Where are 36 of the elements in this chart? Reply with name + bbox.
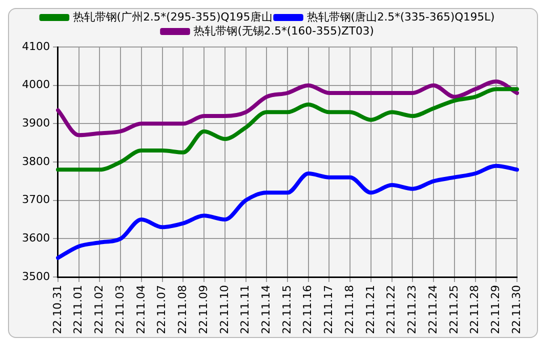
x-tick-label: 22.11.23 bbox=[406, 285, 419, 334]
y-tick-label: 4100 bbox=[22, 40, 50, 53]
x-tick-label: 22.11.30 bbox=[510, 285, 523, 334]
y-tick-label: 3500 bbox=[22, 270, 50, 283]
x-tick-label: 22.11.03 bbox=[113, 285, 126, 334]
y-tick-label: 4000 bbox=[22, 78, 50, 92]
x-tick-label: 22.11.17 bbox=[322, 285, 336, 334]
x-tick-label: 22.11.10 bbox=[218, 285, 231, 334]
x-tick-label: 22.11.15 bbox=[280, 285, 294, 334]
y-tick-label: 3600 bbox=[22, 232, 50, 245]
x-tick-label: 22.11.09 bbox=[196, 285, 210, 334]
legend-label: 热轧带钢(无锡2.5*(160-355)ZT03) bbox=[194, 24, 374, 38]
x-tick-label: 22.11.18 bbox=[342, 285, 356, 334]
x-tick-label: 22.11.07 bbox=[155, 285, 168, 334]
x-tick-label: 22.11.01 bbox=[72, 285, 85, 334]
line-series bbox=[56, 87, 519, 172]
x-tick-label: 22.11.02 bbox=[92, 285, 106, 334]
x-tick-label: 22.11.29 bbox=[488, 285, 502, 334]
line-series bbox=[56, 80, 519, 138]
x-tick-label: 22.11.25 bbox=[447, 285, 460, 334]
x-tick-label: 22.11.21 bbox=[364, 285, 377, 334]
x-tick-label: 22.11.04 bbox=[134, 285, 148, 334]
x-tick-label: 22.11.14 bbox=[259, 285, 272, 334]
legend-label: 热轧带钢(唐山2.5*(335-365)Q195L) bbox=[306, 10, 495, 24]
x-tick-label: 22.11.22 bbox=[384, 285, 398, 334]
y-tick-label: 3900 bbox=[22, 116, 50, 130]
x-tick-label: 22.11.16 bbox=[301, 285, 314, 334]
y-tick-label: 3800 bbox=[22, 154, 50, 168]
x-tick-label: 22.11.28 bbox=[468, 285, 482, 334]
line-series bbox=[56, 164, 519, 260]
legend-label: 热轧带钢(广州2.5*(295-355)Q195唐山 bbox=[72, 10, 272, 24]
x-tick-label: 22.10.31 bbox=[50, 285, 64, 334]
x-tick-label: 22.11.08 bbox=[176, 285, 190, 334]
x-tick-label: 22.11.11 bbox=[238, 285, 252, 334]
y-tick-label: 3700 bbox=[22, 193, 50, 206]
x-tick-label: 22.11.24 bbox=[426, 285, 440, 334]
